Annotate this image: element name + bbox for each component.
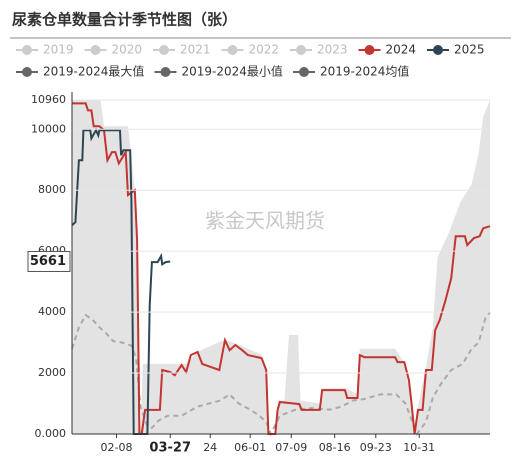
x-tick-label: 06-01 xyxy=(234,441,266,454)
x-tick-label: 10-31 xyxy=(403,441,435,454)
y-tick-label: 2000 xyxy=(38,366,66,379)
crosshair-x-label: 03-27 xyxy=(149,441,191,456)
y-tick-label: 10000 xyxy=(31,122,66,135)
legend-symbol xyxy=(22,67,32,77)
legend-symbol xyxy=(364,45,375,55)
legend-item[interactable]: 2025 xyxy=(427,43,485,57)
legend-label: 2019-2024最小值 xyxy=(182,64,283,79)
legend-item[interactable]: 2022 xyxy=(221,43,280,57)
crosshair-y-label: 5661 xyxy=(30,254,66,269)
legend-label: 2022 xyxy=(249,43,280,57)
legend-label: 2019 xyxy=(43,43,74,57)
legend-label: 2024 xyxy=(386,43,417,57)
mean-line xyxy=(71,311,491,437)
legend-item[interactable]: 2024 xyxy=(358,43,417,57)
legend-label: 2019-2024最大值 xyxy=(43,64,144,79)
legend-label: 2023 xyxy=(317,43,348,57)
legend-symbol xyxy=(227,45,238,55)
legend-label: 2019-2024均值 xyxy=(320,64,409,79)
legend-symbol xyxy=(296,45,306,55)
max-band xyxy=(72,100,490,434)
legend-item[interactable]: 2021 xyxy=(153,43,211,57)
chart-title: 尿素仓单数量合计季节性图（张） xyxy=(12,11,237,29)
legend-label: 2021 xyxy=(180,43,211,57)
legend-item[interactable]: 2019-2024最大值 xyxy=(16,64,144,79)
y-tick-label: 4000 xyxy=(38,305,66,318)
series-line xyxy=(72,102,491,435)
legend-symbol xyxy=(433,45,443,55)
plot xyxy=(71,100,491,437)
legend-symbol xyxy=(299,67,309,77)
y-tick-label: 10960 xyxy=(31,93,66,106)
series-line xyxy=(71,127,171,435)
x-tick-label: 08-16 xyxy=(319,441,351,454)
legend-symbol xyxy=(22,45,32,55)
legend-symbol xyxy=(160,67,171,77)
x-tick-label: 02-08 xyxy=(101,441,133,454)
legend-item[interactable]: 2023 xyxy=(290,43,348,57)
legend-label: 2025 xyxy=(454,43,485,57)
crosshair-y-box xyxy=(27,250,71,272)
watermark: 紫金天风期货 xyxy=(205,209,325,233)
legend-item[interactable]: 2019-2024均值 xyxy=(293,64,409,79)
legend-item[interactable]: 2019-2024最小值 xyxy=(154,64,283,79)
legend-item[interactable]: 2019 xyxy=(16,43,74,57)
legend-item[interactable]: 2020 xyxy=(84,43,143,57)
x-tick-label: 09-23 xyxy=(360,441,392,454)
y-tick-label: 8000 xyxy=(38,183,66,196)
y-tick-label: 0.000 xyxy=(35,427,67,440)
legend-symbol xyxy=(159,45,169,55)
legend-label: 2020 xyxy=(112,43,143,57)
x-tick-label: 24 xyxy=(203,441,217,454)
x-tick-label: 07-09 xyxy=(275,441,307,454)
legend-symbol xyxy=(90,45,101,55)
